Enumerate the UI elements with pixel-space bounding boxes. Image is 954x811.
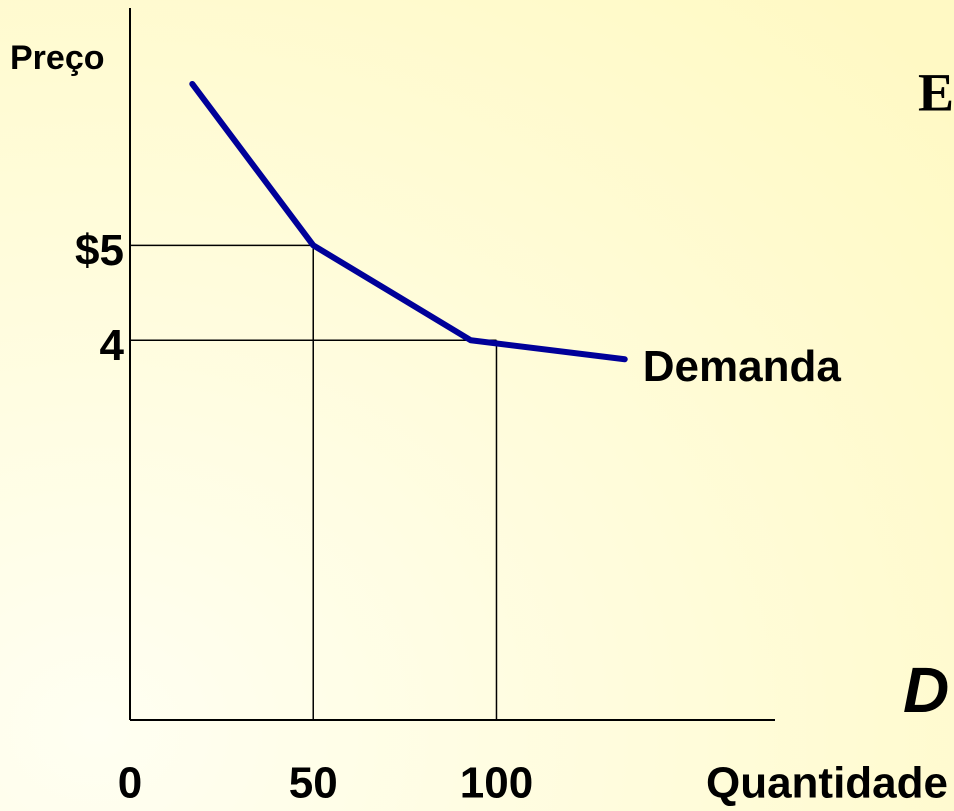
x-axis-label: Quantidade	[706, 759, 948, 808]
y-tick-label: 4	[100, 321, 125, 370]
x-tick-label: 50	[289, 759, 338, 808]
demand-curve	[189, 80, 628, 363]
y-tick-label: $5	[75, 226, 124, 275]
x-tick-label: 0	[118, 759, 142, 808]
annotation: D	[903, 654, 949, 726]
x-tick-label: 100	[460, 759, 533, 808]
series-label: Demanda	[643, 342, 842, 391]
annotation: E	[918, 62, 954, 122]
y-axis-label: Preço	[10, 39, 105, 77]
